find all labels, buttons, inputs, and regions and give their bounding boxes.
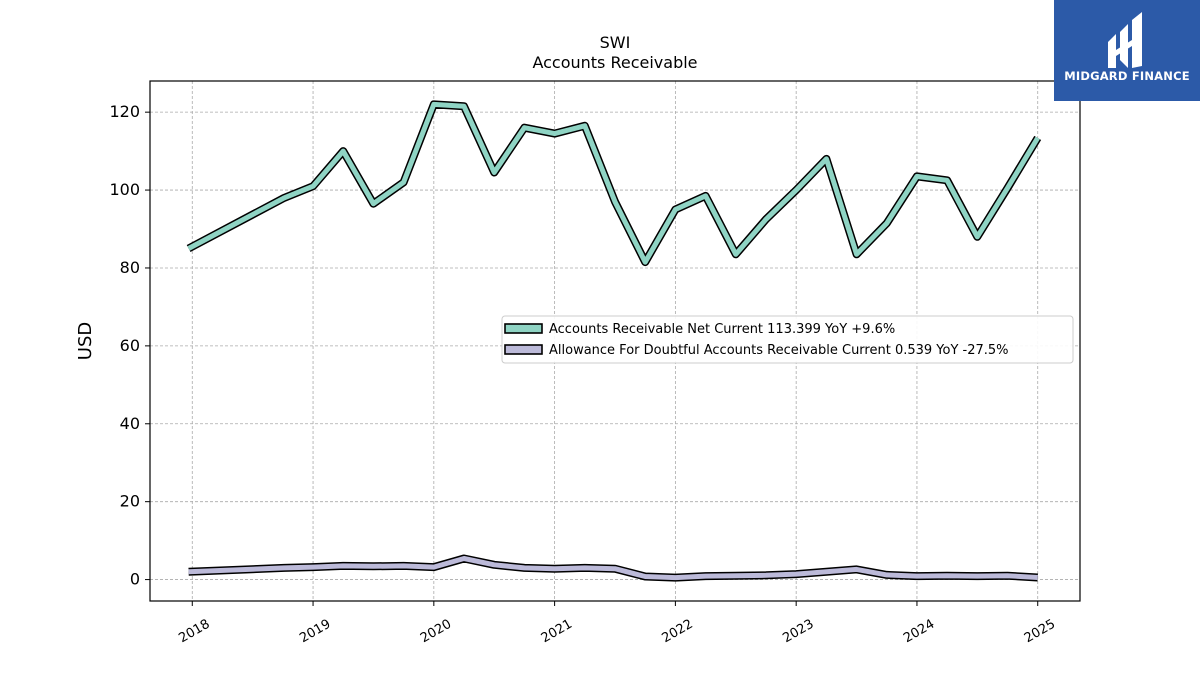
legend-label-net: Accounts Receivable Net Current 113.399 … [549,322,895,337]
x-tick-label: 2025 [1022,617,1058,647]
legend-label-allowance: Allowance For Doubtful Accounts Receivab… [549,343,1009,358]
midgard-logo-icon [1108,12,1142,68]
legend-swatch-net [504,323,543,334]
x-ticks: 2018 2019 2020 2021 2022 2023 2024 2025 [176,601,1058,646]
y-tick-label: 60 [120,336,140,355]
brand-name: MIDGARD FINANCE [1064,69,1190,83]
brand-logo: MIDGARD FINANCE [1054,0,1200,101]
y-axis-label: USD [75,322,96,360]
legend: Accounts Receivable Net Current 113.399 … [501,315,1074,364]
y-tick-label: 40 [120,414,140,433]
x-tick-label: 2023 [780,617,816,647]
x-tick-label: 2019 [297,617,333,647]
y-tick-label: 80 [120,258,140,277]
y-tick-label: 120 [109,102,140,121]
x-tick-label: 2022 [660,617,696,647]
plot-frame [149,80,1081,602]
x-tick-label: 2024 [901,617,937,647]
series-lines [186,100,1042,582]
y-tick-label: 0 [130,570,140,589]
series-line-1 [188,556,1038,581]
series-line-0 [187,101,1040,265]
chart-subtitle: Accounts Receivable [532,53,697,72]
x-tick-label: 2021 [539,617,575,647]
x-tick-label: 2018 [176,617,212,647]
y-tick-label: 100 [109,180,140,199]
legend-swatch-allowance [504,344,543,355]
legend-frame [501,315,1074,364]
chart-title: SWI [600,33,631,52]
y-ticks: 0 20 40 60 80 100 120 [109,102,150,589]
x-tick-label: 2020 [418,617,454,647]
y-tick-label: 20 [120,492,140,511]
